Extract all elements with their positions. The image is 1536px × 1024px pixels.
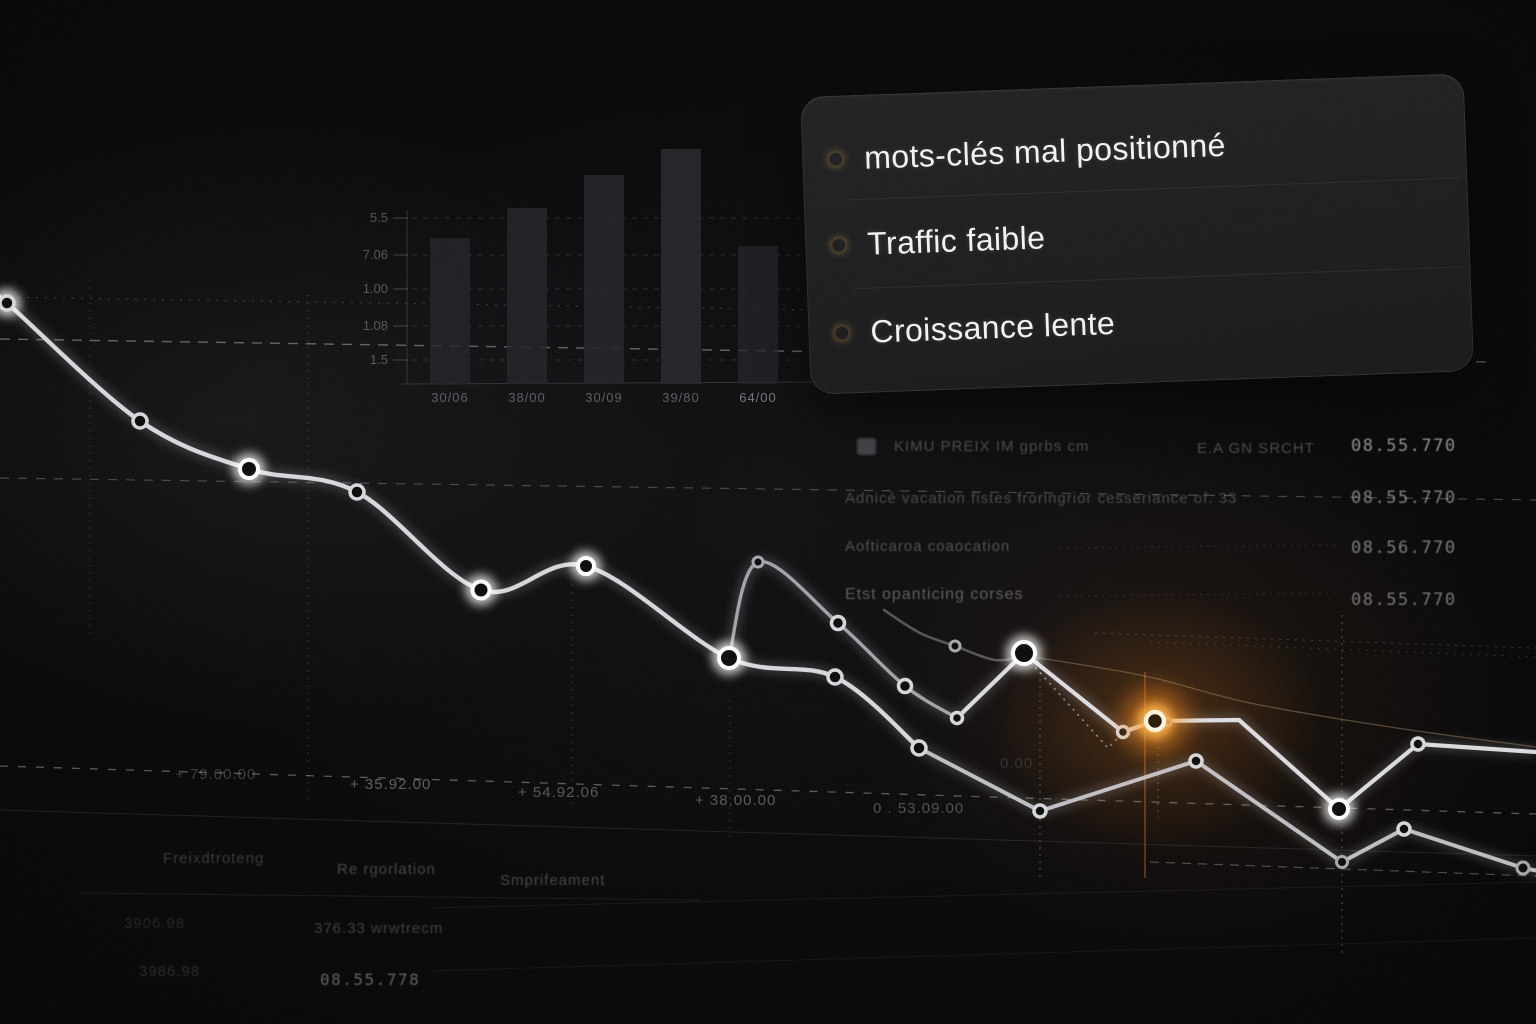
bar-ytick-label: 1.5 <box>370 352 388 367</box>
bar-ytick-label: 5.5 <box>370 210 388 225</box>
bar-xtick-label: 64/00 <box>739 390 777 405</box>
data-node <box>1515 860 1531 876</box>
bar-xtick-label: 30/06 <box>431 390 469 405</box>
bar-ytick-label: 1.08 <box>363 318 388 333</box>
bar-ytick-label: 7.06 <box>363 247 388 262</box>
bullet-dot-icon <box>829 152 842 165</box>
bar <box>661 149 701 384</box>
insight-item: Croissance lente <box>835 297 1116 359</box>
highlight-node <box>1143 709 1167 733</box>
axis-value-label: + 38.00.00 <box>695 792 776 809</box>
series-glow-secondary-left <box>724 556 960 723</box>
data-node <box>826 668 844 686</box>
insight-item: Traffic faible <box>831 211 1046 271</box>
favicon-placeholder-icon <box>857 438 876 455</box>
data-node <box>470 579 492 601</box>
bar <box>738 246 778 384</box>
insight-label: Croissance lente <box>869 304 1116 350</box>
data-node <box>717 646 741 670</box>
grid-line-h <box>79 892 701 901</box>
panel-divider <box>853 266 1464 290</box>
ghost-row-label: Aofticaroa coaocation <box>845 538 1011 555</box>
axis-value-label: 0 . 53.09.00 <box>873 800 964 817</box>
ghost-cell: 08.55.778 <box>320 970 421 989</box>
axis-value-label: + 54.92.06 <box>518 784 599 801</box>
bar-xtick-label: 39/80 <box>662 390 700 405</box>
data-node <box>1335 855 1349 869</box>
axis-value-label: + 79.00.00 <box>175 766 256 783</box>
ghost-col-header: Freixdtroteng <box>163 850 265 867</box>
ghost-cell: 3906.98 <box>124 915 186 932</box>
data-node <box>1410 736 1426 752</box>
series-fragment <box>882 608 1024 662</box>
axis-value-label: + 35.92.00 <box>350 776 431 793</box>
ghost-row-label: Etst opanticing corses <box>845 586 1024 603</box>
insight-item: mots-clés mal positionné <box>828 119 1227 185</box>
data-node <box>131 412 149 430</box>
data-node <box>238 458 260 480</box>
data-node <box>1011 640 1037 666</box>
bar-xtick-label: 30/09 <box>585 390 623 405</box>
data-node <box>829 614 847 632</box>
ghost-row-label-secondary: E.A GN SRCHT <box>1197 440 1315 457</box>
bar <box>430 238 470 384</box>
bar-chart-layer: 5.5 7.06 1.00 1.08 1.5 30/06 38/00 30/09 39/80 64… <box>363 149 813 405</box>
data-node <box>910 739 928 757</box>
axis-value-label: 0.00 <box>1000 755 1033 772</box>
data-node <box>1396 821 1412 837</box>
data-node <box>348 483 366 501</box>
grid-line-h <box>1094 632 1536 649</box>
series-projection-curve <box>1025 655 1536 748</box>
bar <box>507 208 547 384</box>
grid-line-h <box>429 937 1536 972</box>
grid-line-h <box>0 477 1536 501</box>
data-node <box>1328 798 1350 820</box>
ghost-cell: 376.33 wrwtrecm <box>314 920 444 937</box>
data-node <box>896 677 914 695</box>
ghost-cell: 3986.98 <box>139 963 201 980</box>
leader-line <box>1059 592 1336 597</box>
ghost-row-label: KIMU PREIX IM gprbs cm <box>894 438 1090 455</box>
data-node <box>1032 803 1048 819</box>
data-node <box>0 294 16 312</box>
bar-xtick-label: 38/00 <box>508 390 546 405</box>
data-node <box>948 639 962 653</box>
bullet-dot-icon <box>835 326 848 339</box>
insight-label: mots-clés mal positionné <box>863 126 1227 176</box>
grid-line-h <box>1149 641 1536 658</box>
bar-ytick-label: 1.00 <box>363 281 388 296</box>
data-node <box>751 555 765 569</box>
insights-callout-panel: mots-clés mal positionné Traffic faible … <box>800 73 1475 395</box>
insight-label: Traffic faible <box>866 218 1046 262</box>
ghost-row-value: 08.56.770 <box>1351 538 1457 558</box>
bar <box>584 175 624 384</box>
bullet-dot-icon <box>832 238 845 251</box>
data-node <box>576 556 596 576</box>
ghost-row-label: Adnicé vacation fistes froringrior cesse… <box>845 490 1238 507</box>
series-glow-secondary-right <box>953 646 1536 816</box>
data-node <box>949 710 965 726</box>
ghost-col-header: Re rgorlation <box>337 861 436 878</box>
leader-line <box>1059 544 1336 549</box>
data-node <box>1188 753 1204 769</box>
ghost-row-value: 08.55.770 <box>1351 436 1457 456</box>
ghost-row-value: 08.55.770 <box>1351 590 1457 610</box>
ghost-col-header: Smprifeament <box>500 872 606 889</box>
ghost-row-value: 08.55.770 <box>1351 488 1457 508</box>
